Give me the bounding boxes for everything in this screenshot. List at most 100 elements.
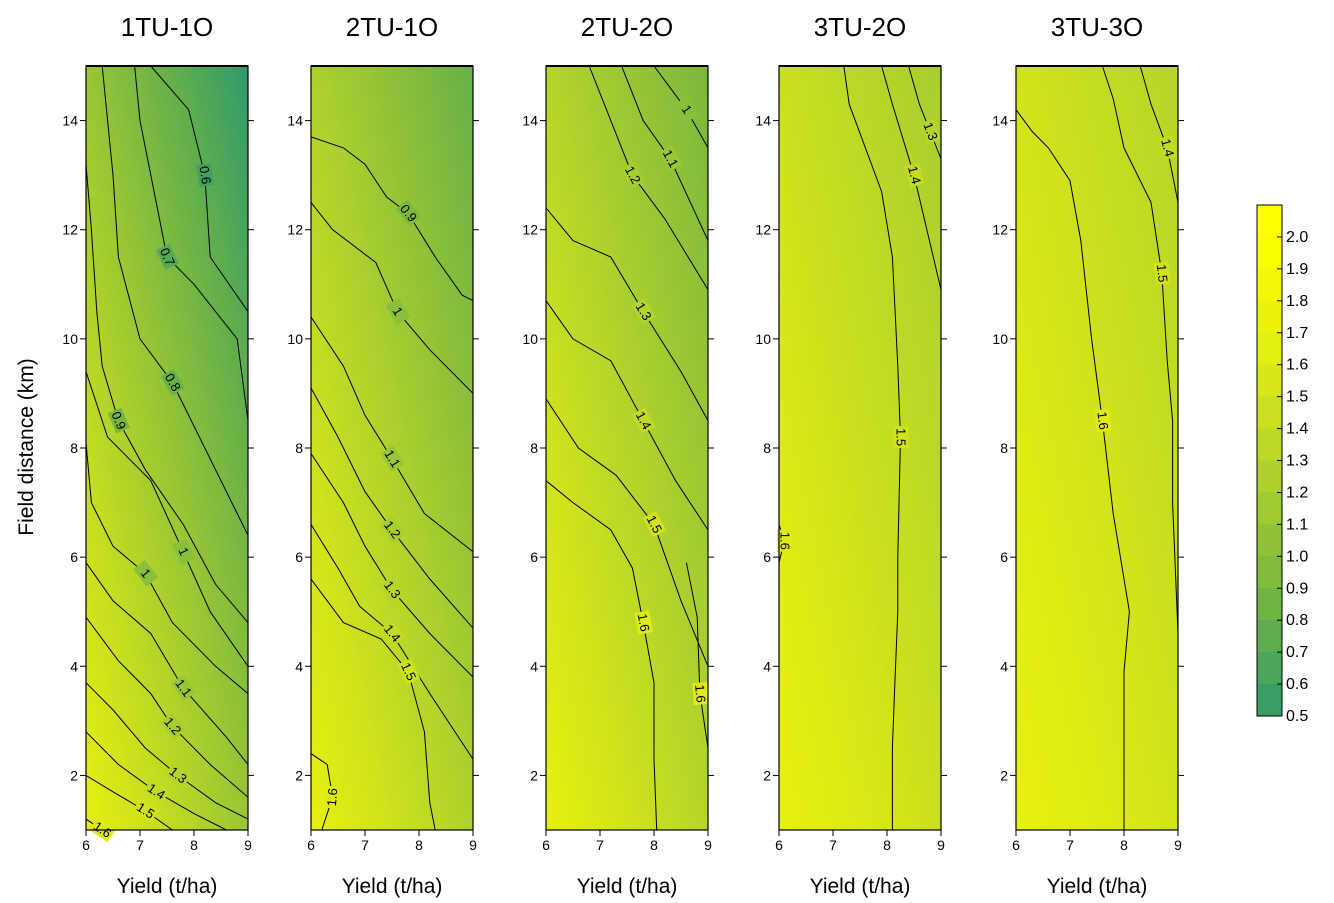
- contour-label-bg: [1157, 135, 1178, 161]
- panel-title: 3TU-2O: [814, 12, 906, 42]
- contour-label-bg: [379, 576, 405, 603]
- y-tick-label: 6: [70, 549, 78, 565]
- contour-line: [621, 66, 708, 241]
- y-tick-label: 2: [1000, 767, 1008, 783]
- contour-label-bg: [904, 162, 925, 188]
- contour-line: [311, 753, 334, 830]
- contour-line: [311, 453, 473, 678]
- colorbar-label: 1.6: [1286, 357, 1308, 374]
- y-tick-label: 2: [295, 767, 303, 783]
- x-axis-label: Yield (t/ha): [342, 875, 443, 898]
- colorbar-swatch: [1257, 300, 1282, 334]
- x-tick-label: 9: [469, 837, 477, 853]
- contour-label: 1.4: [1158, 137, 1177, 158]
- panel-field: [546, 66, 708, 830]
- contour-line: [86, 562, 248, 765]
- contour-label: 0.7: [157, 245, 178, 268]
- x-axis-label: Yield (t/ha): [117, 875, 218, 898]
- contour-label-bg: [634, 610, 654, 635]
- y-tick-label: 8: [1000, 440, 1008, 456]
- y-tick-label: 4: [1000, 658, 1008, 674]
- contour-label-bg: [379, 619, 406, 647]
- colorbar-swatch: [1257, 556, 1282, 589]
- contour-line: [881, 66, 941, 290]
- contour-label: 1.5: [398, 660, 419, 683]
- contour-label-bg: [1094, 408, 1112, 433]
- contour-line: [546, 300, 708, 531]
- y-tick-label: 14: [522, 113, 538, 129]
- colorbar-label: 1.8: [1286, 293, 1308, 310]
- colorbar-swatch: [1257, 268, 1282, 302]
- panel-field: [86, 66, 248, 830]
- y-tick-label: 4: [530, 658, 538, 674]
- colorbar-swatch: [1257, 460, 1282, 493]
- panel-3: 11.11.21.31.41.51.61.66 7 8 924681012142TU-…: [522, 12, 714, 898]
- y-tick-label: 12: [62, 222, 78, 238]
- contour-label: 1.5: [894, 428, 909, 446]
- contour-label: 1.3: [920, 120, 941, 142]
- y-tick-label: 6: [295, 549, 303, 565]
- contour-line: [1139, 66, 1178, 203]
- contour-line: [311, 387, 473, 629]
- contour-line: [546, 398, 708, 667]
- y-tick-label: 8: [295, 440, 303, 456]
- y-tick-label: 10: [287, 331, 303, 347]
- contour-label-bg: [133, 559, 159, 587]
- colorbar-label: 0.7: [1286, 644, 1308, 661]
- contour-label-bg: [674, 96, 700, 123]
- panel-title: 3TU-3O: [1051, 12, 1143, 42]
- contour-label-bg: [658, 145, 683, 172]
- x-tick-label: 6: [82, 837, 90, 853]
- contour-label-bg: [631, 407, 656, 434]
- contour-label-bg: [160, 368, 185, 396]
- x-tick-label: 9: [704, 837, 712, 853]
- y-axis-label: Field distance (km): [15, 358, 38, 535]
- contour-label: 1.6: [692, 684, 708, 703]
- contour-line: [1016, 109, 1130, 830]
- contour-label-bg: [777, 529, 793, 552]
- contour-label-bg: [692, 681, 709, 706]
- contour-label: 0.9: [108, 409, 129, 431]
- contour-label-bg: [143, 779, 170, 804]
- panel-title: 2TU-2O: [581, 12, 673, 42]
- y-tick-label: 10: [62, 331, 78, 347]
- contour-line: [546, 480, 658, 830]
- colorbar-label: 1.2: [1286, 484, 1308, 501]
- contour-label-bg: [196, 163, 215, 188]
- colorbar-swatch: [1257, 236, 1282, 270]
- y-tick-label: 14: [287, 113, 303, 129]
- x-tick-label: 8: [1120, 837, 1128, 853]
- colorbar-swatch: [1257, 652, 1282, 685]
- contour-label: 1.4: [905, 164, 924, 185]
- y-tick-label: 8: [70, 440, 78, 456]
- x-tick-label: 8: [415, 837, 423, 853]
- x-tick-label: 7: [596, 837, 604, 853]
- contour-line: [86, 774, 173, 830]
- colorbar-swatch: [1257, 396, 1282, 430]
- contour-label-bg: [132, 798, 159, 823]
- x-tick-label: 9: [244, 837, 252, 853]
- contour-label-bg: [164, 762, 192, 788]
- contour-label-bg: [159, 712, 186, 740]
- contour-label-bg: [642, 510, 667, 538]
- x-axis-label: Yield (t/ha): [1047, 875, 1148, 898]
- contour-label: 1.6: [635, 612, 653, 633]
- contour-label-bg: [1153, 261, 1171, 286]
- contour-label: 1.6: [777, 532, 792, 550]
- colorbar-label: 1.1: [1286, 516, 1308, 533]
- colorbar-swatch: [1257, 524, 1282, 557]
- colorbar-swatch: [1257, 492, 1282, 525]
- colorbar-label: 1.5: [1286, 389, 1308, 406]
- x-tick-label: 6: [775, 837, 783, 853]
- contour-line: [86, 371, 248, 667]
- contour-label-bg: [156, 243, 179, 270]
- contour-line: [685, 562, 708, 749]
- y-tick-label: 14: [755, 113, 771, 129]
- contour-label-bg: [385, 298, 410, 325]
- contour-label-bg: [397, 658, 421, 685]
- contour-label-bg: [172, 538, 196, 565]
- contour-line: [311, 524, 473, 760]
- colorbar-label: 1.3: [1286, 453, 1308, 470]
- panel-5: 1.4 1.5 1.6 6 7 8 9 2 4 6 8 10 12 14 3TU-3O Yield (t/ha…: [992, 12, 1184, 898]
